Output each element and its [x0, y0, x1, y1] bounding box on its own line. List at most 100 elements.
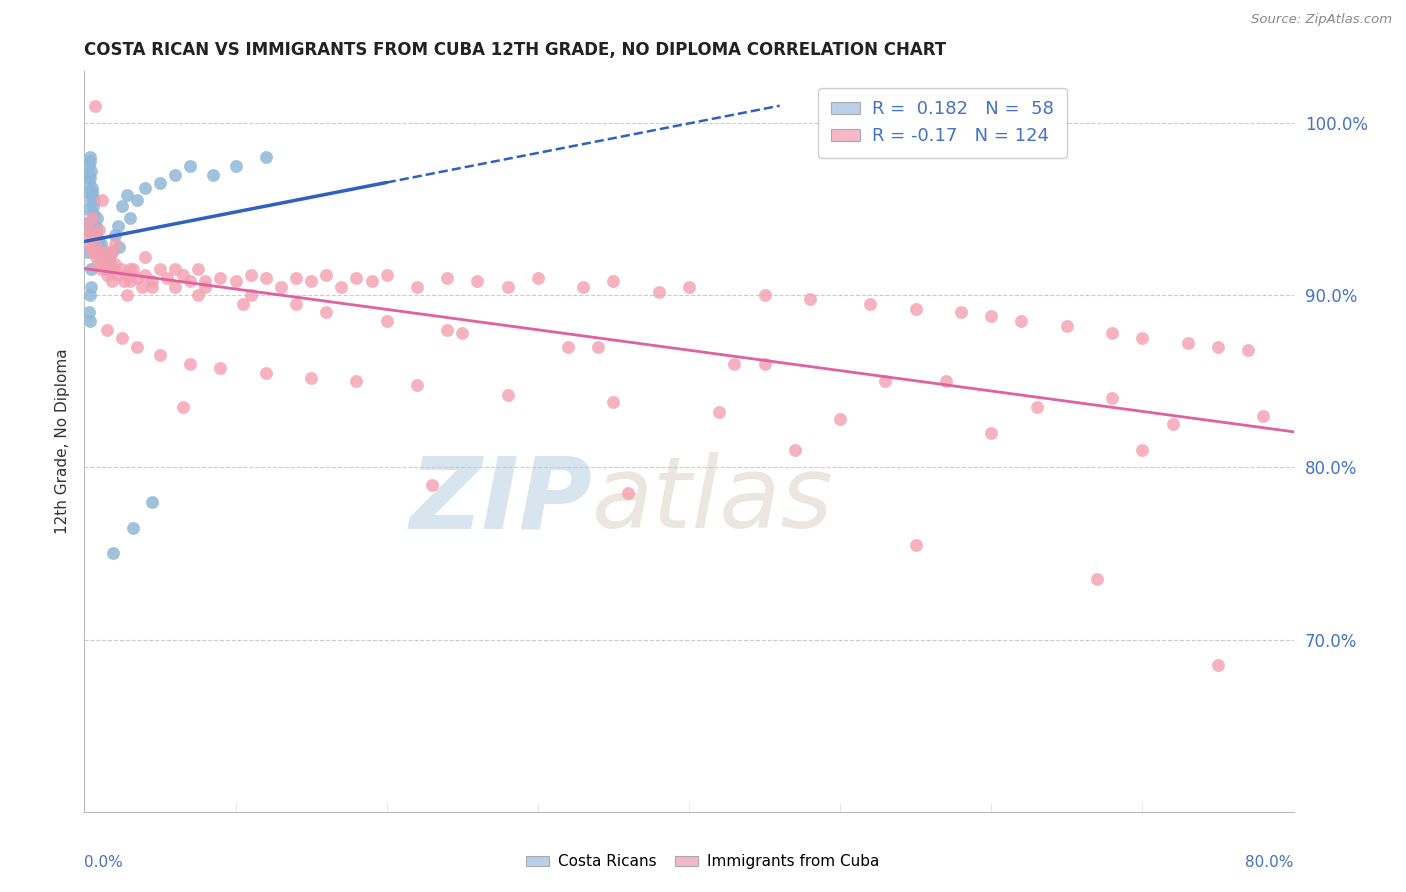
Point — [94, 245, 117, 260]
Point — [89, 245, 111, 260]
Point — [118, 211, 141, 225]
Point — [1237, 343, 1260, 358]
Point — [94, 245, 117, 260]
Point — [950, 305, 973, 319]
Point — [1206, 658, 1229, 673]
Point — [80, 279, 103, 293]
Point — [107, 268, 129, 282]
Point — [84, 227, 107, 242]
Point — [76, 219, 98, 234]
Point — [254, 271, 277, 285]
Point — [330, 279, 353, 293]
Point — [527, 271, 550, 285]
Point — [1132, 331, 1154, 345]
Point — [115, 268, 138, 282]
Point — [89, 245, 111, 260]
Point — [134, 181, 156, 195]
Point — [172, 268, 194, 282]
Point — [588, 340, 610, 354]
Point — [112, 274, 135, 288]
Point — [76, 245, 98, 260]
Point — [77, 305, 100, 319]
Point — [709, 405, 731, 419]
Point — [980, 425, 1002, 440]
Point — [80, 233, 103, 247]
Point — [76, 202, 98, 216]
Point — [754, 288, 776, 302]
Point — [156, 271, 179, 285]
Point — [225, 159, 247, 173]
Text: 0.0%: 0.0% — [84, 855, 124, 870]
Point — [97, 253, 120, 268]
Point — [79, 171, 101, 186]
Point — [80, 181, 103, 195]
Point — [935, 374, 957, 388]
Point — [496, 279, 519, 293]
Point — [557, 340, 579, 354]
Point — [96, 323, 118, 337]
Point — [104, 236, 127, 251]
Point — [79, 153, 101, 168]
Point — [101, 262, 124, 277]
Point — [110, 262, 132, 277]
Point — [121, 521, 143, 535]
Point — [127, 194, 149, 208]
Point — [115, 188, 138, 202]
Point — [1253, 409, 1275, 423]
Point — [1025, 400, 1047, 414]
Point — [84, 99, 107, 113]
Point — [77, 176, 100, 190]
Point — [86, 227, 108, 242]
Point — [194, 279, 217, 293]
Point — [134, 268, 156, 282]
Point — [904, 538, 927, 552]
Point — [141, 274, 163, 288]
Text: 80.0%: 80.0% — [1246, 855, 1294, 870]
Point — [91, 253, 114, 268]
Point — [225, 274, 247, 288]
Point — [82, 245, 104, 260]
Point — [149, 262, 172, 277]
Point — [179, 274, 201, 288]
Point — [91, 253, 114, 268]
Point — [496, 388, 519, 402]
Point — [179, 357, 201, 371]
Point — [299, 371, 322, 385]
Point — [232, 297, 254, 311]
Point — [104, 257, 127, 271]
Point — [82, 199, 104, 213]
Point — [115, 288, 138, 302]
Point — [87, 233, 110, 247]
Point — [89, 223, 111, 237]
Point — [270, 279, 292, 293]
Point — [436, 271, 458, 285]
Point — [315, 268, 337, 282]
Point — [111, 199, 134, 213]
Point — [239, 268, 262, 282]
Point — [165, 168, 187, 182]
Point — [1132, 443, 1154, 458]
Point — [904, 301, 927, 316]
Point — [100, 245, 122, 260]
Point — [79, 314, 101, 328]
Point — [602, 274, 624, 288]
Point — [194, 274, 217, 288]
Point — [239, 288, 262, 302]
Point — [118, 262, 141, 277]
Point — [101, 546, 124, 560]
Point — [90, 236, 112, 251]
Point — [87, 257, 110, 271]
Point — [360, 274, 382, 288]
Point — [783, 443, 806, 458]
Point — [76, 216, 98, 230]
Point — [420, 477, 443, 491]
Point — [121, 262, 143, 277]
Point — [375, 268, 398, 282]
Point — [875, 374, 897, 388]
Point — [80, 164, 103, 178]
Point — [90, 262, 112, 277]
Point — [76, 223, 98, 237]
Point — [1177, 336, 1199, 351]
Point — [436, 323, 458, 337]
Point — [111, 331, 134, 345]
